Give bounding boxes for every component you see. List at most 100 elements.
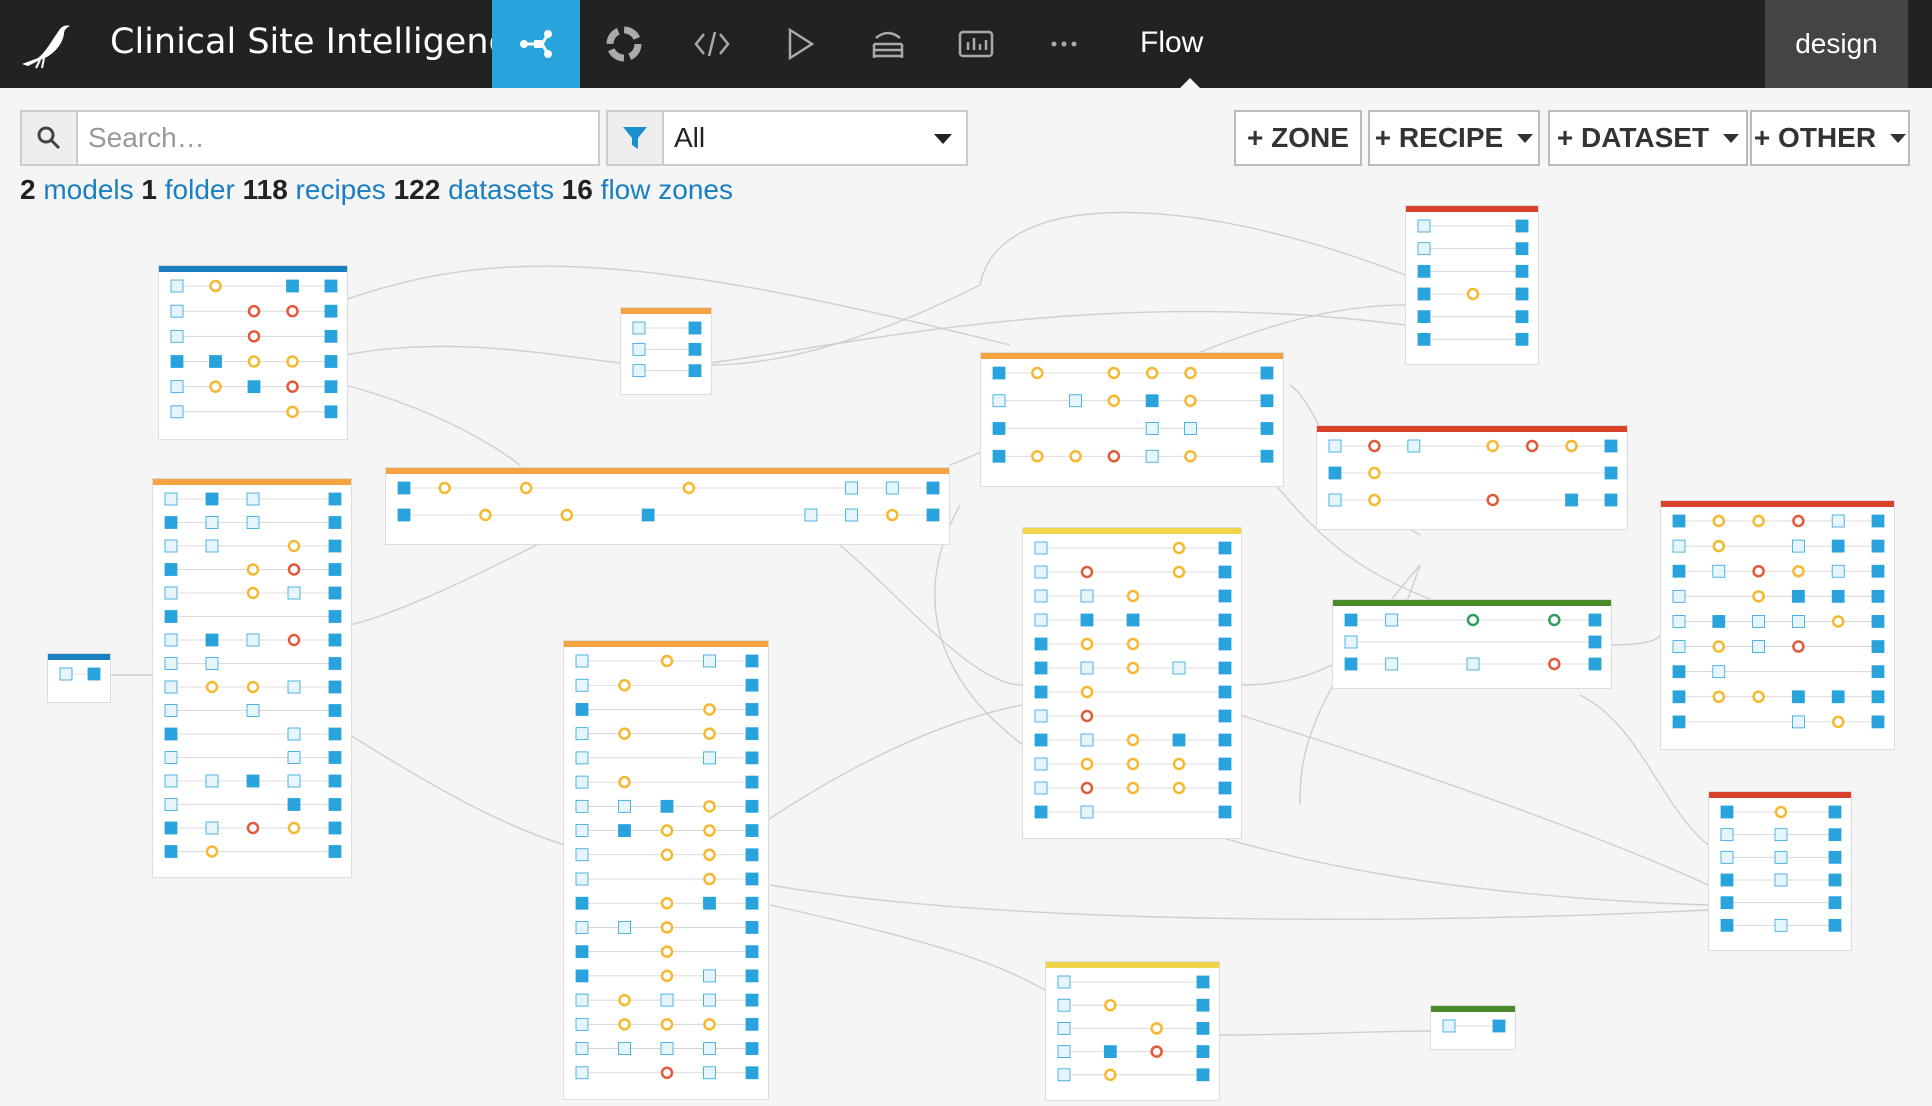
models-link[interactable]: models	[43, 174, 134, 205]
dataset-node	[1196, 998, 1210, 1012]
dataset-node	[1565, 493, 1578, 507]
flow-zone[interactable]	[158, 265, 348, 440]
dataset-node	[745, 945, 759, 959]
zone-header[interactable]	[564, 641, 768, 647]
flow-zones-link[interactable]: flow zones	[600, 174, 733, 205]
add-other-button[interactable]: + OTHER	[1750, 110, 1910, 166]
flow-zone[interactable]	[385, 467, 950, 545]
project-title[interactable]: Clinical Site Intelligence	[110, 22, 530, 62]
zone-header[interactable]	[1046, 962, 1219, 968]
recipe-node	[286, 380, 299, 393]
dataset-node	[328, 492, 342, 506]
recipe-node	[703, 727, 716, 740]
dataset-node	[1417, 287, 1431, 301]
lifecycle-nav-button[interactable]	[580, 0, 668, 88]
dataset-node	[164, 798, 178, 811]
zone-header[interactable]	[1333, 600, 1611, 606]
add-recipe-button[interactable]: + RECIPE	[1368, 110, 1540, 166]
dataset-node	[1871, 640, 1885, 653]
current-view-label[interactable]: Flow	[1140, 26, 1204, 59]
recipe-node	[1080, 637, 1094, 651]
recipe-node	[1466, 287, 1480, 301]
flow-zone[interactable]	[1430, 1005, 1516, 1050]
datasets-link[interactable]: datasets	[448, 174, 554, 205]
dataset-node	[992, 449, 1006, 463]
folder-link[interactable]: folder	[164, 174, 235, 205]
add-dataset-button[interactable]: + DATASET	[1548, 110, 1748, 166]
zone-header[interactable]	[1661, 501, 1894, 507]
zone-header[interactable]	[386, 468, 949, 474]
dataset-node	[1712, 665, 1726, 679]
zone-header[interactable]	[1709, 792, 1851, 798]
flow-zone[interactable]	[152, 478, 352, 878]
dataset-node	[164, 845, 178, 858]
code-nav-button[interactable]	[668, 0, 756, 88]
flow-graph-canvas[interactable]	[0, 205, 1932, 1106]
dataset-node	[688, 321, 702, 335]
zone-header[interactable]	[1023, 528, 1241, 534]
dataset-node	[575, 993, 589, 1007]
dataset-node	[324, 329, 338, 343]
deploy-nav-button[interactable]	[844, 0, 932, 88]
flow-filter-select[interactable]: All	[606, 110, 968, 166]
dataset-node	[575, 775, 589, 789]
zone-header[interactable]	[1406, 206, 1538, 212]
flow-zone[interactable]	[620, 307, 712, 395]
flow-zone[interactable]	[47, 653, 111, 703]
more-nav-button[interactable]	[1020, 0, 1108, 88]
flow-zone[interactable]	[1316, 425, 1628, 530]
zone-graph	[1442, 1019, 1506, 1033]
dataset-node	[575, 1017, 589, 1031]
zone-header[interactable]	[621, 308, 711, 314]
zone-header[interactable]	[1317, 426, 1627, 432]
dataset-node	[1604, 493, 1618, 507]
flow-zone[interactable]	[1045, 961, 1220, 1101]
dataset-node	[1720, 873, 1734, 887]
recipe-node	[287, 539, 301, 553]
zone-header[interactable]	[1431, 1006, 1515, 1012]
dataset-node	[575, 945, 589, 959]
dataset-node	[1515, 310, 1529, 324]
recipes-count: 118	[242, 174, 288, 205]
flow-zone[interactable]	[1708, 791, 1852, 951]
flow-zone[interactable]	[1022, 527, 1242, 839]
flow-zone[interactable]	[980, 352, 1284, 487]
dataset-node	[1672, 589, 1686, 603]
flow-nav-button[interactable]	[492, 0, 580, 88]
dataset-node	[164, 657, 178, 670]
dataset-node	[1672, 564, 1686, 578]
dataset-node	[885, 481, 899, 495]
flow-zone[interactable]	[1660, 500, 1895, 750]
zone-header[interactable]	[153, 479, 351, 485]
recipe-node	[1792, 564, 1805, 578]
dashboard-nav-button[interactable]	[932, 0, 1020, 88]
zone-header[interactable]	[159, 266, 347, 272]
flow-zone[interactable]	[563, 640, 769, 1100]
bird-logo-icon[interactable]	[18, 18, 74, 70]
zone-graph	[59, 667, 101, 681]
zone-header[interactable]	[981, 353, 1283, 359]
search-input[interactable]	[78, 112, 578, 164]
recipes-link[interactable]: recipes	[295, 174, 386, 205]
dataset-node	[1588, 613, 1602, 627]
design-mode-button[interactable]: design	[1765, 0, 1908, 88]
dataset-node	[1871, 665, 1885, 679]
flow-zone[interactable]	[1405, 205, 1539, 365]
dataset-node	[1720, 805, 1734, 819]
dataset-node	[745, 848, 759, 862]
dataset-node	[1672, 640, 1686, 653]
add-zone-button[interactable]: + ZONE	[1234, 110, 1362, 166]
dataset-node	[1871, 514, 1885, 528]
dataset-node	[246, 704, 260, 717]
dataset-node	[164, 751, 178, 764]
dataset-node	[1720, 850, 1734, 864]
run-nav-button[interactable]	[756, 0, 844, 88]
dataset-node	[1034, 781, 1048, 795]
zone-header[interactable]	[48, 654, 110, 660]
dataset-node	[660, 1042, 674, 1055]
flow-zone[interactable]	[1332, 599, 1612, 689]
models-count: 2	[20, 174, 36, 205]
dataset-node	[618, 799, 631, 813]
dataset-node	[745, 654, 759, 668]
dataset-node	[703, 993, 716, 1007]
